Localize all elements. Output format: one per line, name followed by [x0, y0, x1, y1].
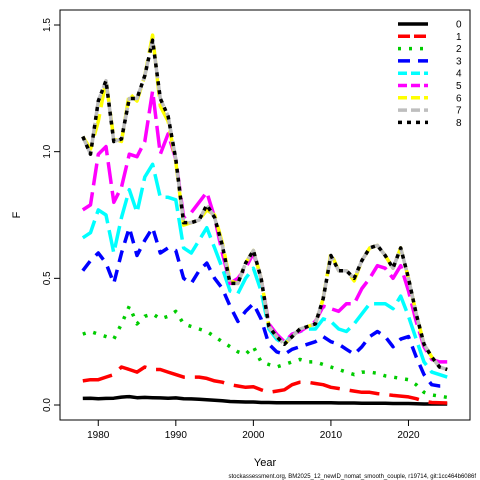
legend-label-8: 8 [456, 118, 462, 129]
y-tick-label: 1.0 [42, 144, 53, 158]
legend-label-2: 2 [456, 44, 462, 55]
legend-label-0: 0 [456, 20, 462, 31]
x-axis-title: Year [254, 457, 277, 469]
y-tick-label: 1.5 [42, 18, 53, 32]
legend-label-3: 3 [456, 56, 462, 67]
series-line-3 [81, 225, 448, 388]
series-line-1 [82, 365, 448, 405]
x-tick-label: 1980 [87, 430, 110, 441]
series-line-2 [82, 304, 448, 400]
footer-note: stockassessment.org, BM2025_12_newID_nom… [229, 474, 477, 480]
x-tick-label: 2000 [242, 430, 265, 441]
axes: 1980 1990 2000 2010 2020 0.0 0.5 1.0 1.5 [42, 18, 420, 441]
y-tick-label: 0.5 [42, 271, 53, 285]
series-line-0 [82, 394, 448, 406]
series-line-8 [81, 38, 448, 372]
legend-label-6: 6 [456, 93, 462, 104]
plot-frame [59, 9, 471, 421]
x-tick-label: 1990 [165, 430, 188, 441]
y-axis-title: F [11, 211, 23, 218]
x-tick-label: 2010 [320, 430, 343, 441]
y-tick-label: 0.0 [42, 398, 53, 412]
series-line-7 [81, 38, 448, 372]
legend-label-4: 4 [456, 69, 462, 80]
legend-label-5: 5 [456, 81, 462, 92]
legend-label-7: 7 [456, 106, 462, 117]
legend-label-1: 1 [456, 32, 462, 43]
x-tick-label: 2020 [397, 430, 420, 441]
series-lines [81, 33, 448, 406]
